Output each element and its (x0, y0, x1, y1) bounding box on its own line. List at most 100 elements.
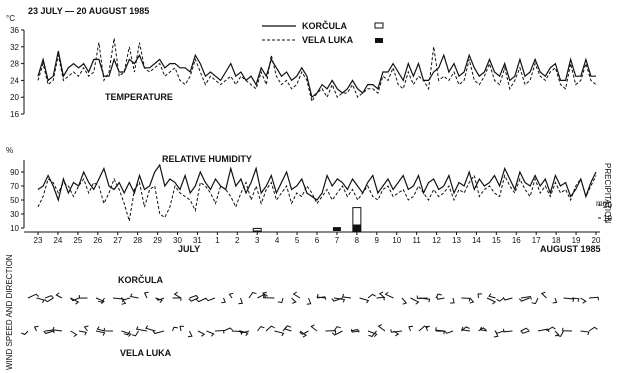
wind-barb (408, 325, 414, 332)
y-tick-label: 36 (10, 26, 19, 35)
x-tick-label: 18 (552, 236, 561, 245)
wind-barb (172, 297, 182, 301)
x-tick-label: 24 (53, 236, 62, 245)
wind-barb (70, 297, 80, 305)
legend-vela-luka-precip-box (375, 38, 383, 43)
wind-barb (350, 329, 360, 333)
wind-barb (248, 291, 257, 299)
wind-barb (129, 293, 139, 299)
wind-barb (173, 291, 182, 299)
x-tick-label: 3 (255, 236, 260, 245)
precip-bar-vela-luka (332, 227, 341, 231)
wind-barb (97, 297, 105, 303)
precip-bar-vela-luka (352, 224, 361, 231)
wind-barb (563, 297, 575, 303)
x-tick-label: 8 (355, 236, 360, 245)
wind-barb (95, 297, 105, 304)
y-tick-label: 70 (10, 182, 19, 191)
wind-barb (384, 291, 394, 299)
wind-barb (44, 297, 54, 303)
x-tick-label: 20 (592, 236, 601, 245)
precipitation-unit: mm (596, 199, 610, 208)
wind-barb (416, 295, 428, 300)
wind-barb (390, 329, 403, 333)
wind-barb (52, 326, 63, 332)
wind-barb (240, 330, 249, 337)
x-tick-label: 27 (113, 236, 122, 245)
wind-barb (450, 297, 455, 304)
x-tick-label: 16 (512, 236, 521, 245)
wind-barb (43, 330, 54, 335)
wind-barb (554, 330, 560, 337)
wind-barb (503, 328, 513, 333)
x-tick-label: 5 (295, 236, 300, 245)
x-tick-label: 23 (34, 236, 43, 245)
wind-barb (401, 297, 408, 305)
wind-barb (131, 330, 139, 337)
x-tick-label: 12 (432, 236, 441, 245)
wind-barb (556, 330, 564, 337)
precip-bar-korcula (252, 227, 262, 232)
wind-barb (580, 297, 587, 304)
precipitation-bars (252, 207, 362, 232)
wind-barb (274, 330, 285, 337)
wind-barb (206, 330, 215, 337)
x-tick-label: 9 (375, 236, 380, 245)
wind-barb (33, 325, 39, 332)
wind-barb (78, 295, 88, 299)
wind-barb (189, 294, 199, 299)
x-tick-label: 26 (93, 236, 102, 245)
wind-barb (331, 297, 343, 302)
wind-barb (537, 328, 550, 333)
wind-barb (488, 293, 496, 299)
humidity-vela-luka-line (37, 174, 597, 222)
humidity-korcula-line (37, 163, 597, 203)
wind-barb (444, 330, 454, 334)
wind-barb (461, 297, 471, 302)
wind-barb (436, 296, 445, 300)
x-tick-label: 19 (572, 236, 581, 245)
wind-barb (331, 330, 343, 336)
y-tick-label: 28 (10, 60, 19, 69)
y-tick-label: 50 (10, 196, 19, 205)
wind-barb (36, 297, 46, 303)
x-axis: 23 24 25 26 27 28 29 30 31 1 2 3 4 5 6 7 8 9 10 11 12 13 14 15 1… (24, 231, 601, 254)
x-tick-label: 1 (215, 236, 220, 245)
wind-barb (55, 292, 63, 299)
x-tick-label: 7 (335, 236, 340, 245)
wind-barb (44, 295, 54, 299)
wind-barb (367, 293, 376, 299)
humidity-y-ticks: 10 30 50 70 90 (10, 168, 24, 233)
wind-barb (425, 325, 430, 332)
wind-barb (214, 329, 225, 334)
wind-barb (135, 326, 148, 332)
y-tick-label: 10 (10, 224, 19, 233)
wind-barb (265, 325, 275, 332)
humidity-unit: % (6, 146, 13, 155)
wind-barb (588, 296, 599, 301)
x-tick-label: 6 (315, 236, 320, 245)
wind-barb (461, 326, 471, 332)
temperature-y-ticks: 16 20 24 28 32 36 (10, 26, 24, 119)
wind-barb (306, 297, 312, 305)
wind-barb (78, 330, 87, 336)
x-tick-label: 25 (73, 236, 82, 245)
wind-barb (179, 325, 185, 332)
wind-barb (239, 330, 250, 334)
wind-barb (95, 330, 106, 336)
wind-barb (376, 296, 385, 301)
wind-barb (479, 326, 488, 332)
y-tick-label: 20 (10, 93, 19, 102)
x-tick-label: 13 (452, 236, 461, 245)
x-tick-label: 11 (412, 236, 421, 245)
wind-barb (359, 297, 370, 304)
x-tick-label: 31 (193, 236, 202, 245)
precip-tick-label: 20 (603, 201, 612, 210)
wind-barb (228, 292, 234, 299)
wind-row-label-vela-luka: VELA LUKA (120, 348, 172, 358)
wind-barb (367, 330, 378, 338)
humidity-panel-label: RELATIVE HUMIDITY (162, 154, 252, 164)
